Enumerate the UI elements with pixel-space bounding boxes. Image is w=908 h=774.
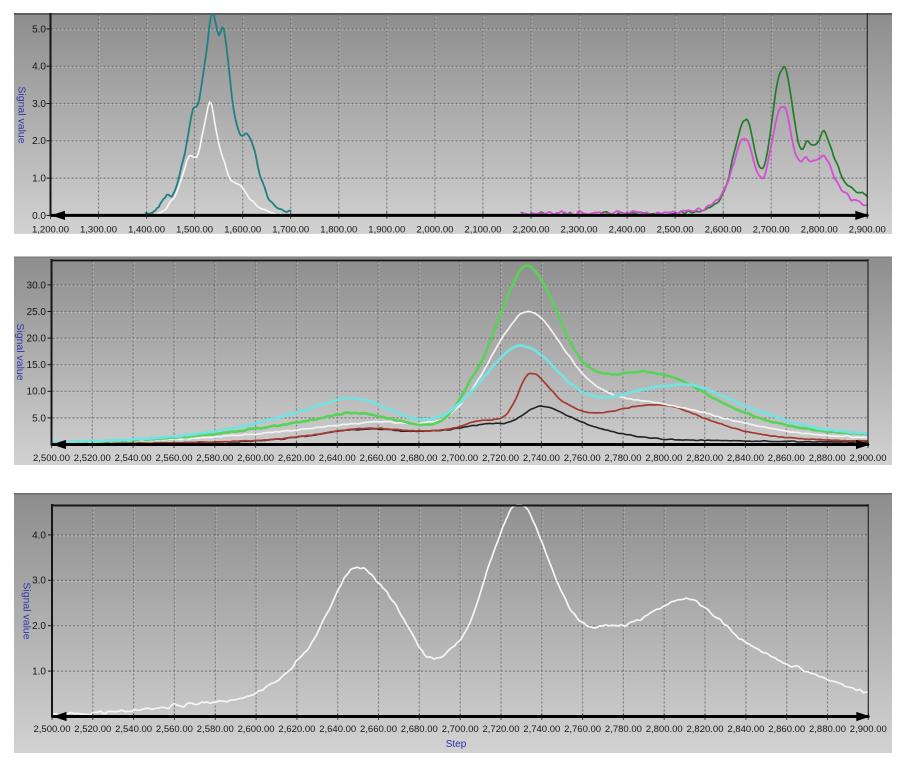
svg-text:2,660.00: 2,660.00 [360, 724, 397, 735]
svg-text:1,700.00: 1,700.00 [272, 225, 309, 236]
svg-text:1,200.00: 1,200.00 [32, 225, 69, 236]
svg-text:1,600.00: 1,600.00 [224, 225, 261, 236]
svg-text:10.0: 10.0 [27, 387, 47, 398]
svg-text:2,720.00: 2,720.00 [482, 453, 519, 464]
svg-text:0.0: 0.0 [32, 211, 46, 222]
svg-text:2,900.00: 2,900.00 [849, 225, 886, 236]
svg-text:2,600.00: 2,600.00 [237, 453, 274, 464]
svg-text:2,500.00: 2,500.00 [657, 225, 694, 236]
svg-text:2,860.00: 2,860.00 [768, 453, 805, 464]
svg-text:2,800.00: 2,800.00 [645, 453, 682, 464]
svg-text:3.0: 3.0 [32, 576, 46, 587]
svg-text:2.0: 2.0 [32, 621, 46, 632]
svg-text:2,820.00: 2,820.00 [687, 724, 724, 735]
svg-text:2,680.00: 2,680.00 [400, 453, 437, 464]
svg-text:3.0: 3.0 [32, 99, 46, 110]
svg-text:15.0: 15.0 [27, 360, 47, 371]
svg-text:2,640.00: 2,640.00 [319, 453, 356, 464]
svg-text:2,000.00: 2,000.00 [416, 225, 453, 236]
svg-text:2,700.00: 2,700.00 [753, 225, 790, 236]
svg-text:2,900.00: 2,900.00 [850, 724, 887, 735]
svg-text:2,740.00: 2,740.00 [523, 724, 560, 735]
svg-text:1,500.00: 1,500.00 [176, 225, 213, 236]
svg-text:2,620.00: 2,620.00 [278, 724, 315, 735]
svg-text:2,760.00: 2,760.00 [564, 724, 601, 735]
svg-text:2,620.00: 2,620.00 [278, 453, 315, 464]
svg-text:1,800.00: 1,800.00 [320, 225, 357, 236]
svg-text:2,580.00: 2,580.00 [196, 453, 233, 464]
svg-text:2,760.00: 2,760.00 [564, 453, 601, 464]
svg-text:1.0: 1.0 [32, 174, 46, 185]
svg-text:2,540.00: 2,540.00 [115, 453, 152, 464]
svg-text:2,680.00: 2,680.00 [401, 724, 438, 735]
svg-text:2,720.00: 2,720.00 [483, 724, 520, 735]
svg-text:25.0: 25.0 [27, 307, 47, 318]
svg-text:2,300.00: 2,300.00 [561, 225, 598, 236]
svg-text:2,540.00: 2,540.00 [115, 724, 152, 735]
svg-text:2,880.00: 2,880.00 [809, 724, 846, 735]
svg-text:5.0: 5.0 [32, 413, 46, 424]
svg-text:Step: Step [446, 739, 467, 750]
svg-text:2,500.00: 2,500.00 [33, 453, 70, 464]
svg-text:2,700.00: 2,700.00 [442, 724, 479, 735]
svg-text:1,400.00: 1,400.00 [128, 225, 165, 236]
svg-text:2,900.00: 2,900.00 [850, 453, 887, 464]
svg-text:4.0: 4.0 [32, 530, 46, 541]
svg-text:2,560.00: 2,560.00 [156, 453, 193, 464]
svg-text:2,860.00: 2,860.00 [768, 724, 805, 735]
svg-text:2.0: 2.0 [32, 136, 46, 147]
svg-text:2,100.00: 2,100.00 [464, 225, 501, 236]
svg-text:2,800.00: 2,800.00 [801, 225, 838, 236]
svg-text:2,840.00: 2,840.00 [727, 724, 764, 735]
svg-text:Signal value: Signal value [21, 582, 33, 639]
svg-text:2,640.00: 2,640.00 [319, 724, 356, 735]
svg-text:1,900.00: 1,900.00 [368, 225, 405, 236]
svg-text:Signal value: Signal value [14, 323, 26, 380]
svg-text:2,820.00: 2,820.00 [686, 453, 723, 464]
svg-text:2,780.00: 2,780.00 [605, 724, 642, 735]
svg-text:2,780.00: 2,780.00 [605, 453, 642, 464]
svg-text:4.0: 4.0 [32, 62, 46, 73]
svg-text:20.0: 20.0 [27, 334, 47, 345]
svg-text:2,200.00: 2,200.00 [513, 225, 550, 236]
svg-text:1.0: 1.0 [32, 667, 46, 678]
svg-text:2,660.00: 2,660.00 [360, 453, 397, 464]
svg-text:2,560.00: 2,560.00 [156, 724, 193, 735]
svg-text:1,300.00: 1,300.00 [80, 225, 117, 236]
svg-text:5.0: 5.0 [32, 24, 46, 35]
svg-text:2,500.00: 2,500.00 [34, 724, 71, 735]
svg-text:2,520.00: 2,520.00 [74, 724, 111, 735]
svg-text:2,800.00: 2,800.00 [646, 724, 683, 735]
svg-text:2,400.00: 2,400.00 [609, 225, 646, 236]
svg-text:2,700.00: 2,700.00 [441, 453, 478, 464]
svg-text:2,580.00: 2,580.00 [197, 724, 234, 735]
svg-text:2,600.00: 2,600.00 [705, 225, 742, 236]
svg-text:2,840.00: 2,840.00 [727, 453, 764, 464]
svg-text:2,520.00: 2,520.00 [74, 453, 111, 464]
svg-text:2,600.00: 2,600.00 [238, 724, 275, 735]
svg-text:30.0: 30.0 [27, 280, 47, 291]
svg-text:2,880.00: 2,880.00 [809, 453, 846, 464]
svg-text:Signal value: Signal value [16, 86, 28, 143]
svg-text:2,740.00: 2,740.00 [523, 453, 560, 464]
